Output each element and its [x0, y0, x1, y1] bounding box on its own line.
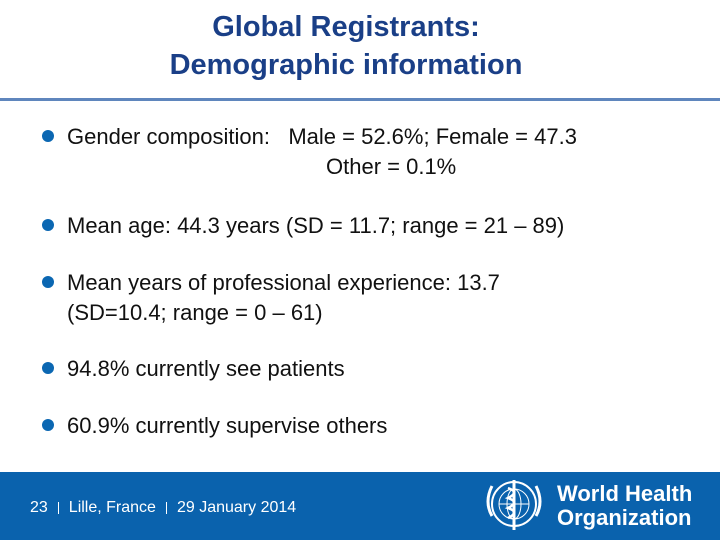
page-number: 23 — [30, 499, 48, 516]
bullet-line-1: 94.8% currently see patients — [67, 356, 345, 381]
bullet-text: 60.9% currently supervise others — [67, 411, 387, 441]
title-divider — [0, 98, 720, 101]
bullet-dot-icon — [42, 130, 54, 142]
bullet-dot-icon — [42, 276, 54, 288]
bullet-text: Gender composition: Male = 52.6%; Female… — [67, 122, 577, 182]
bullet-dot-icon — [42, 219, 54, 231]
bullet-line-1: Mean years of professional experience: 1… — [67, 270, 500, 295]
bullet-text: Mean age: 44.3 years (SD = 11.7; range =… — [67, 211, 564, 241]
bullet-line-1: Mean age: 44.3 years (SD = 11.7; range =… — [67, 213, 565, 238]
footer-location: Lille, France — [68, 499, 156, 516]
who-logo-text: World Health Organization — [557, 482, 692, 530]
bullet-line-1: 60.9% currently supervise others — [67, 413, 388, 438]
footer-bar: 23 Lille, France 29 January 2014 — [0, 472, 720, 540]
footer-separator — [165, 501, 167, 514]
bullet-dot-icon — [42, 419, 54, 431]
slide-title: Global Registrants: Demographic informat… — [0, 8, 692, 84]
bullet-line-2: (SD=10.4; range = 0 – 61) — [67, 300, 323, 325]
org-name-line-2: Organization — [557, 505, 692, 530]
bullet-text: Mean years of professional experience: 1… — [67, 268, 500, 328]
bullet-line-1: Gender composition: Male = 52.6%; Female… — [67, 124, 577, 149]
who-emblem-icon — [486, 480, 542, 530]
slide-title-line-1: Global Registrants: — [212, 11, 480, 43]
footer-date: 29 January 2014 — [176, 499, 297, 516]
bullet-text: 94.8% currently see patients — [67, 354, 345, 384]
footer-info: 23 Lille, France 29 January 2014 — [30, 498, 296, 518]
org-name-line-1: World Health — [557, 481, 693, 506]
slide-title-line-2: Demographic information — [169, 49, 523, 81]
bullet-dot-icon — [42, 362, 54, 374]
footer-separator — [57, 501, 59, 514]
bullet-line-2: Other = 0.1% — [326, 154, 457, 179]
